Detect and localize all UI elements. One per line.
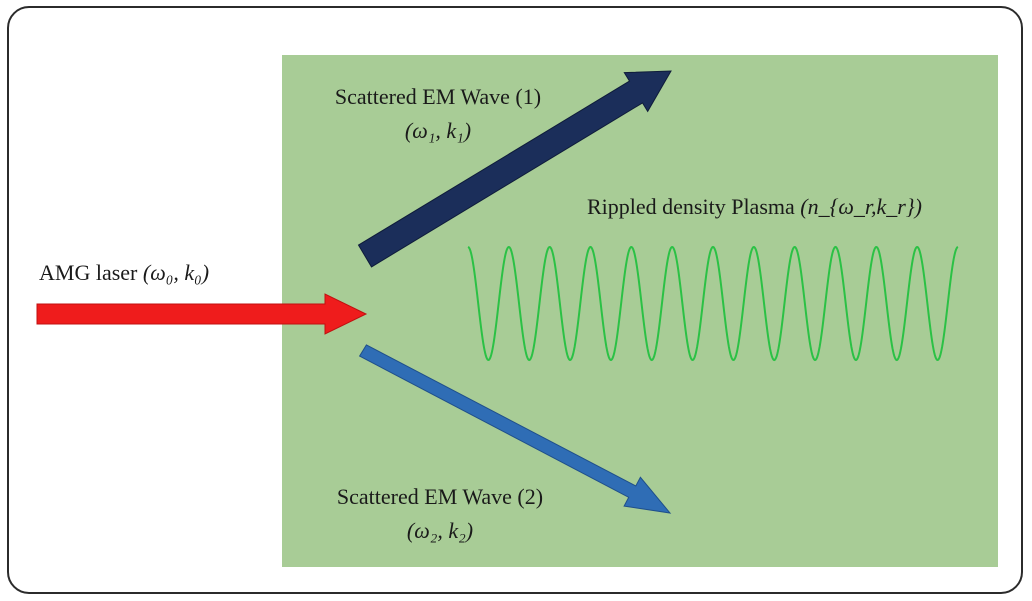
laser-label-text: AMG laser [39,260,138,285]
wave2-label: Scattered EM Wave (2) (ω₂, k₂) [300,486,580,542]
wave1-label-text: Scattered EM Wave (1) [334,84,542,109]
wave1-label: Scattered EM Wave (1) (ω₁, k₁) [298,86,578,142]
wave2-label-math: (ω₂, k₂) [406,518,474,543]
wave1-label-math: (ω₁, k₁) [404,118,472,143]
density-ripple-wave [467,245,959,362]
laser-label-math: (ω₀, k₀) [142,260,210,285]
wave2-label-text: Scattered EM Wave (2) [336,484,544,509]
laser-arrow [36,293,368,335]
laser-label: AMG laser (ω₀, k₀) [39,262,209,284]
plasma-label-text: Rippled density Plasma [587,194,795,219]
plasma-label: Rippled density Plasma (n_{ω_r,k_r}) [587,196,922,218]
scattered-wave-1-arrow [357,70,672,268]
scattered-wave-2-arrow [358,344,672,514]
plasma-label-math: (n_{ω_r,k_r}) [800,194,922,219]
